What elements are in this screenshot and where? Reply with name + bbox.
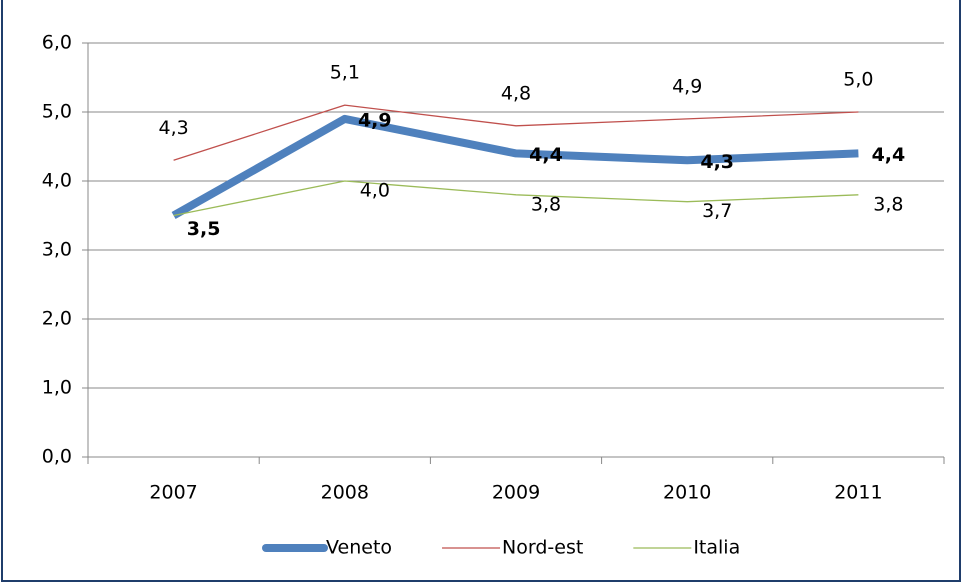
x-tick-label: 2009 xyxy=(492,482,540,504)
data-label: 5,0 xyxy=(843,69,873,91)
data-label: 3,7 xyxy=(702,200,732,222)
data-label: 4,0 xyxy=(360,180,390,202)
legend-label: Nord-est xyxy=(502,537,583,559)
series-line xyxy=(171,114,859,219)
data-label: 5,1 xyxy=(330,62,360,84)
data-label: 4,8 xyxy=(501,82,531,104)
data-label: 4,9 xyxy=(358,109,392,131)
series-line xyxy=(173,180,859,217)
y-tick-label: 3,0 xyxy=(42,239,72,261)
legend-label: Italia xyxy=(693,537,740,559)
data-label: 4,9 xyxy=(672,75,702,97)
data-label: 3,8 xyxy=(873,193,903,215)
data-label: 3,5 xyxy=(187,218,221,240)
y-tick-label: 6,0 xyxy=(42,32,72,54)
data-label: 3,8 xyxy=(531,193,561,215)
x-tick-label: 2011 xyxy=(834,482,882,504)
y-tick-label: 2,0 xyxy=(42,308,72,330)
y-tick-label: 1,0 xyxy=(42,377,72,399)
y-tick-label: 4,0 xyxy=(42,170,72,192)
data-label: 4,3 xyxy=(158,117,188,139)
legend-label: Veneto xyxy=(326,537,392,559)
y-tick-label: 0,0 xyxy=(42,446,72,468)
x-tick-label: 2010 xyxy=(663,482,711,504)
y-tick-label: 5,0 xyxy=(42,101,72,123)
data-label: 4,4 xyxy=(529,144,563,166)
x-tick-label: 2007 xyxy=(149,482,197,504)
series-line xyxy=(173,104,859,161)
data-label: 4,4 xyxy=(872,144,906,166)
data-label: 4,3 xyxy=(700,151,734,173)
x-tick-label: 2008 xyxy=(321,482,369,504)
